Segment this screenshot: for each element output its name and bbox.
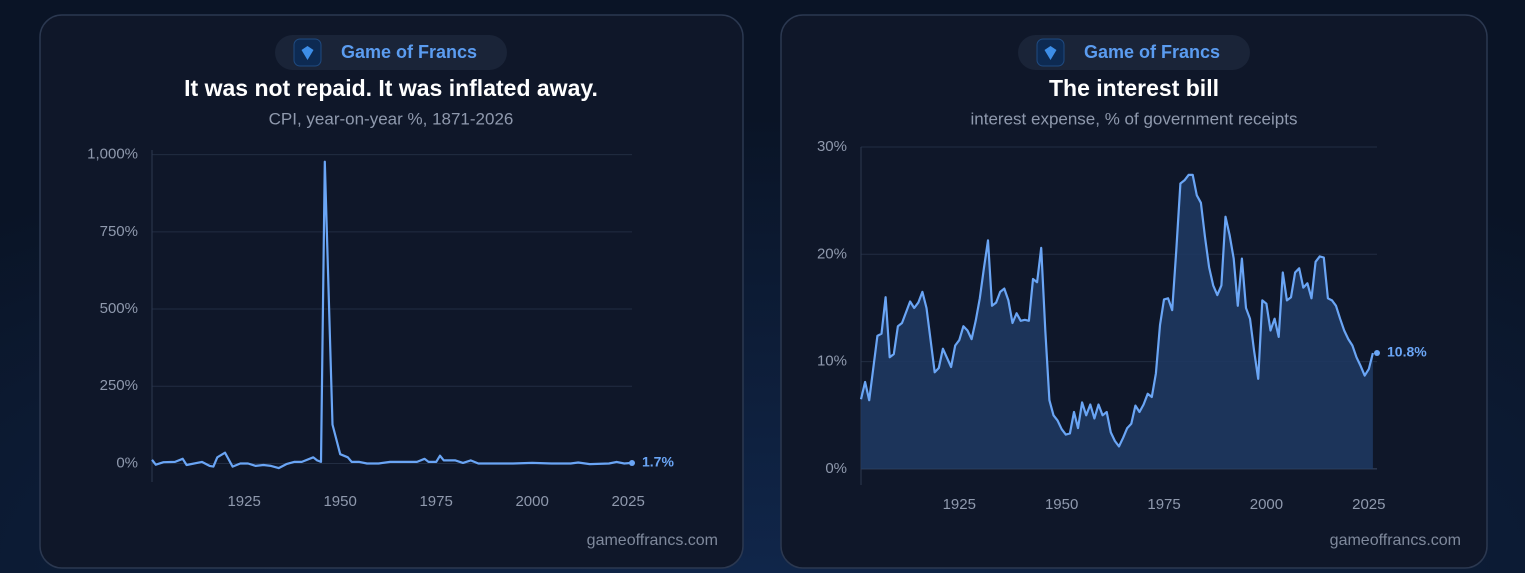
x-tick-label: 1975 [1147, 496, 1180, 513]
area [861, 174, 1373, 469]
badge [275, 35, 507, 70]
y-tick-label: 250% [100, 377, 138, 394]
brand: Game of Francs [341, 42, 477, 62]
y-tick-label: 1,000% [87, 146, 138, 163]
x-tick-label: 1925 [227, 493, 260, 510]
chart-title: It was not repaid. It was inflated away. [184, 75, 598, 101]
chart-subtitle: CPI, year-on-year %, 1871-2026 [269, 109, 514, 128]
brand: Game of Francs [1084, 42, 1220, 62]
badge [1018, 35, 1250, 70]
end-label: 10.8% [1387, 344, 1427, 360]
y-tick-label: 0% [825, 460, 847, 477]
source: gameoffrancs.com [587, 532, 718, 549]
x-tick-label: 2025 [611, 493, 644, 510]
y-tick-label: 750% [100, 223, 138, 240]
x-tick-label: 2000 [1250, 496, 1283, 513]
badge-icon-glyph [301, 46, 314, 60]
source: gameoffrancs.com [1330, 532, 1461, 549]
y-tick-label: 0% [116, 454, 138, 471]
x-tick-label: 2000 [515, 493, 548, 510]
chart-title: The interest bill [1049, 75, 1219, 101]
line [151, 160, 633, 470]
x-tick-label: 1925 [943, 496, 976, 513]
x-tick-label: 1950 [1045, 496, 1078, 513]
end-dot [1374, 350, 1380, 357]
card [39, 14, 744, 569]
y-tick-label: 30% [817, 138, 847, 155]
end-label: 1.7% [642, 454, 674, 470]
x-tick-label: 1950 [323, 493, 356, 510]
x-tick-label: 1975 [419, 493, 452, 510]
line [859, 173, 1374, 448]
y-tick-label: 10% [817, 353, 847, 370]
badge-icon-glyph [1044, 46, 1057, 60]
x-tick-label: 2025 [1352, 496, 1385, 513]
chart-subtitle: interest expense, % of government receip… [971, 109, 1298, 128]
y-tick-label: 500% [100, 300, 138, 317]
end-dot [629, 459, 635, 466]
y-tick-label: 20% [817, 245, 847, 262]
